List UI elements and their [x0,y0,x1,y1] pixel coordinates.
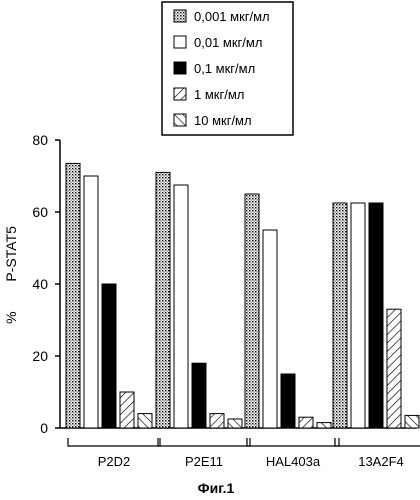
category-bracket [67,438,161,447]
x-tick-label: 13A2F4 [358,454,404,469]
bar [137,413,153,429]
bar [404,414,420,429]
bar [332,202,348,429]
legend-label: 0,1 мкг/мл [194,61,255,76]
legend-label: 0,001 мкг/мл [194,9,270,24]
x-axis: P2D2 P2E11 HAL403a 13A2F4 [60,427,420,469]
y-tick-label: 60 [32,204,48,220]
y-tick-label: 20 [32,348,48,364]
legend-label: 0,01 мкг/мл [194,35,262,50]
y-tick-label: 40 [32,276,48,292]
y-tick-label: 0 [40,420,48,436]
bar [65,162,81,429]
category-bracket [334,438,420,447]
bar [101,283,117,429]
bar [368,202,384,429]
bar [280,373,296,429]
legend-label: 10 мкг/мл [194,113,252,128]
y-tick-label: 80 [32,132,48,148]
legend: 0,001 мкг/мл 0,01 мкг/мл 0,1 мкг/мл 1 мкг/м… [161,1,294,136]
legend-swatch [173,87,187,101]
x-tick-label: P2E11 [185,454,223,469]
bar [350,202,366,429]
y-axis: 0 20 40 60 80 [32,132,61,436]
x-tick-label: HAL403a [266,454,321,469]
y-axis-title: % P-STAT5 [3,226,19,324]
bar [191,362,207,429]
bar [244,193,260,429]
bars-group [65,162,420,429]
y-axis-title-text: P-STAT5 [3,226,19,282]
legend-swatch [173,113,187,127]
bar [173,184,189,429]
bar [298,416,314,429]
bar [227,418,243,429]
legend-label: 1 мкг/мл [194,87,244,102]
legend-swatch [173,9,187,23]
bar [209,413,225,429]
category-bracket [246,438,340,447]
bar [386,308,402,429]
bar [83,175,99,429]
category-bracket [157,438,251,447]
x-tick-label: P2D2 [98,454,131,469]
legend-swatch [173,61,187,75]
bar [262,229,278,429]
y-axis-title-prefix: % [3,311,19,323]
figure-caption: Фиг.1 [198,480,235,496]
legend-swatch [173,35,187,49]
bar [155,171,171,429]
bar [119,391,135,429]
bar [316,422,332,429]
